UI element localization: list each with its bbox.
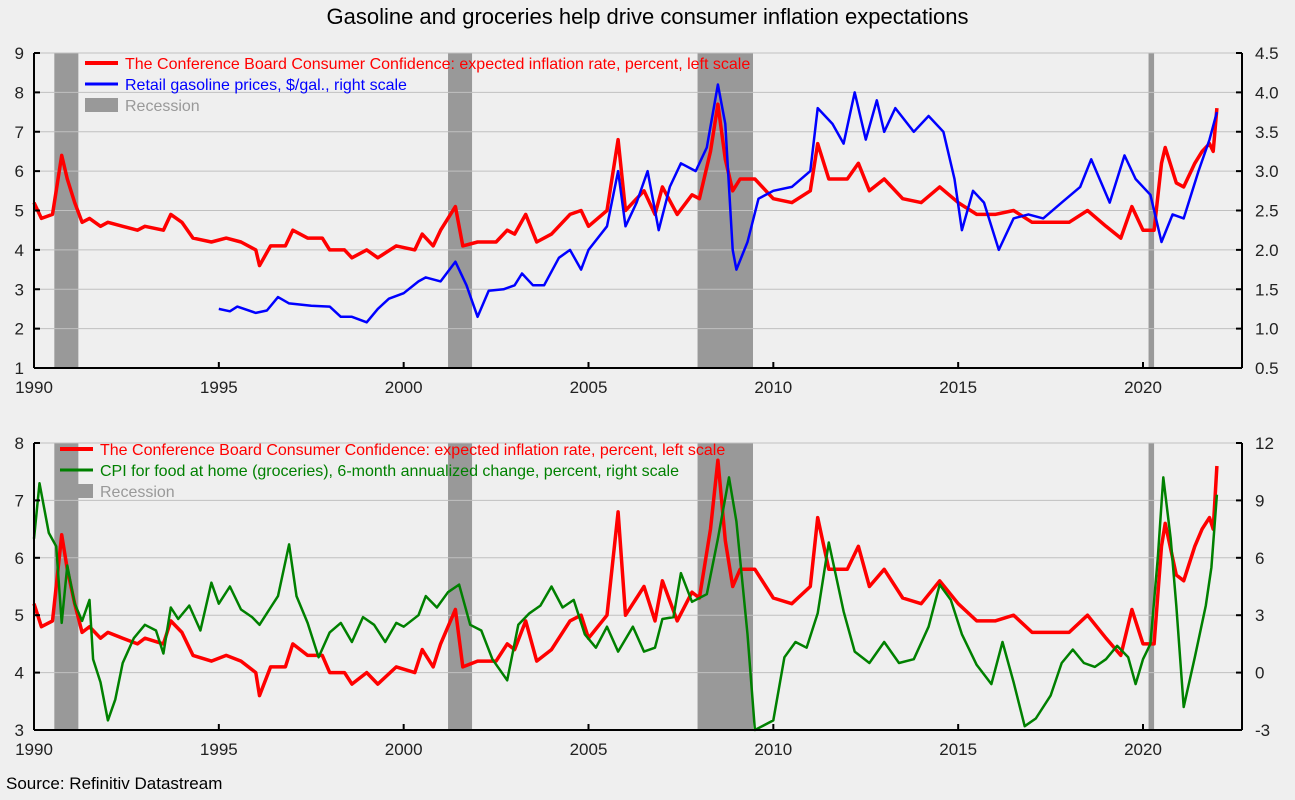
x-tick-label: 2015 (939, 740, 977, 759)
left-tick-label: 4 (15, 241, 24, 260)
legend-label: Recession (100, 484, 175, 501)
right-tick-label: 9 (1255, 491, 1264, 510)
x-tick-label: 1995 (200, 378, 238, 397)
recession-band (1148, 443, 1155, 730)
series-line (218, 83, 1219, 324)
right-tick-label: 4.0 (1255, 83, 1279, 102)
legend-swatch (85, 98, 118, 112)
x-tick-label: 2000 (385, 378, 423, 397)
left-tick-label: 8 (15, 83, 24, 102)
x-tick-label: 2010 (754, 378, 792, 397)
left-tick-label: 6 (15, 162, 24, 181)
series-line (32, 102, 1219, 268)
x-tick-label: 2015 (939, 378, 977, 397)
right-tick-label: 3.0 (1255, 162, 1279, 181)
panel-1: 1 2 3 4 5 6 7 8 9 0.5 1.0 1.5 2.0 2.5 3.0 3.5 4.0 4.5 1990… (15, 44, 1279, 397)
right-tick-label: 4.5 (1255, 44, 1279, 63)
left-tick-label: 3 (15, 280, 24, 299)
x-tick-label: 1990 (15, 378, 53, 397)
recession-band (697, 443, 754, 730)
left-tick-label: 5 (15, 202, 24, 221)
left-tick-label: 4 (15, 664, 24, 683)
x-tick-label: 2005 (570, 378, 608, 397)
right-tick-label: 0 (1255, 664, 1264, 683)
right-tick-label: 1.0 (1255, 320, 1279, 339)
legend-label: The Conference Board Consumer Confidence… (100, 442, 725, 459)
left-tick-label: 1 (15, 359, 24, 378)
x-tick-label: 2005 (570, 740, 608, 759)
right-tick-label: 6 (1255, 549, 1264, 568)
legend-label: The Conference Board Consumer Confidence… (125, 56, 750, 73)
x-tick-label: 1995 (200, 740, 238, 759)
x-tick-label: 1990 (15, 740, 53, 759)
x-tick-label: 2020 (1124, 740, 1162, 759)
left-tick-label: 3 (15, 721, 24, 740)
right-tick-label: 3.5 (1255, 123, 1279, 142)
right-tick-label: 0.5 (1255, 359, 1279, 378)
legend-label: Recession (125, 98, 200, 115)
right-tick-label: 12 (1255, 434, 1274, 453)
x-tick-label: 2020 (1124, 378, 1162, 397)
left-tick-label: 6 (15, 549, 24, 568)
left-tick-label: 8 (15, 434, 24, 453)
chart-title: Gasoline and groceries help drive consum… (326, 4, 969, 29)
right-tick-label: 2.5 (1255, 202, 1279, 221)
legend-label: Retail gasoline prices, $/gal., right sc… (125, 77, 407, 94)
left-tick-label: 7 (15, 123, 24, 142)
right-tick-label: 1.5 (1255, 280, 1279, 299)
right-tick-label: 2.0 (1255, 241, 1279, 260)
right-tick-label: 3 (1255, 606, 1264, 625)
left-tick-label: 7 (15, 491, 24, 510)
source-note: Source: Refinitiv Datastream (6, 774, 223, 793)
left-tick-label: 2 (15, 320, 24, 339)
x-tick-label: 2000 (385, 740, 423, 759)
legend-label: CPI for food at home (groceries), 6-mont… (100, 463, 679, 480)
left-tick-label: 5 (15, 606, 24, 625)
series-line (32, 476, 1219, 732)
panel-2: 3 4 5 6 7 8 -3 0 3 6 9 12 1990 1995 2000 2005 2010 2015 20… (15, 434, 1274, 759)
legend-swatch (60, 484, 93, 498)
right-tick-label: -3 (1255, 721, 1270, 740)
x-tick-label: 2010 (754, 740, 792, 759)
left-tick-label: 9 (15, 44, 24, 63)
series-line (32, 458, 1219, 698)
